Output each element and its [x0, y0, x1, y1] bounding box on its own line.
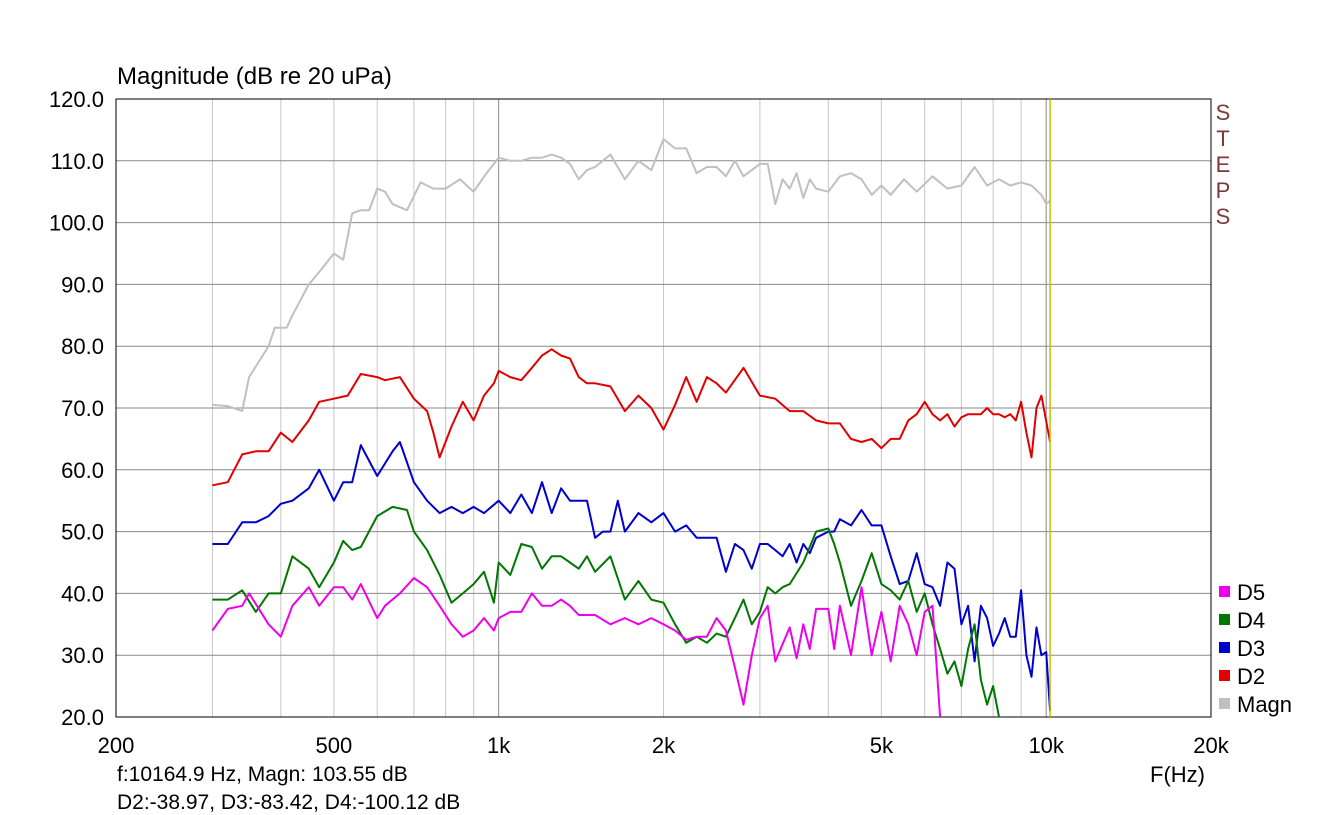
legend: D5 D4 D3 D2 Magn: [1219, 580, 1292, 717]
y-tick-label: 60.0: [61, 458, 104, 483]
cursor-readout-line1: f:10164.9 Hz, Magn: 103.55 dB: [117, 763, 408, 786]
x-tick-label: 20k: [1193, 733, 1229, 758]
x-tick-label: 10k: [1028, 733, 1064, 758]
x-tick-label: 200: [98, 733, 135, 758]
y-tick-label: 40.0: [61, 581, 104, 606]
y-tick-label: 110.0: [51, 149, 104, 174]
steps-letter: E: [1216, 152, 1231, 177]
legend-swatch-magn: [1219, 698, 1230, 709]
legend-label-d4: D4: [1237, 608, 1265, 633]
steps-letter: P: [1216, 178, 1231, 203]
series-line-d3: [212, 441, 1052, 711]
y-axis-ticks: 120.0 110.0 100.0 90.0 80.0 70.0 60.0 50.0 40.0 3…: [49, 87, 104, 730]
x-tick-label: 500: [316, 733, 353, 758]
x-axis-label: F(Hz): [1150, 762, 1205, 787]
y-tick-label: 70.0: [61, 396, 104, 421]
steps-letter: S: [1216, 100, 1231, 125]
series-line-d4: [212, 505, 1002, 717]
chart-title: Magnitude (dB re 20 uPa): [117, 63, 392, 90]
x-tick-label: 5k: [870, 733, 894, 758]
grid: [116, 99, 1211, 717]
steps-letter: S: [1216, 204, 1231, 229]
legend-swatch-d5: [1219, 586, 1230, 597]
x-tick-label: 1k: [487, 733, 511, 758]
legend-swatch-d4: [1219, 614, 1230, 625]
y-tick-label: 120.0: [49, 87, 104, 112]
y-tick-label: 90.0: [61, 272, 104, 297]
legend-label-d5: D5: [1237, 580, 1265, 605]
y-tick-label: 50.0: [61, 520, 104, 545]
y-tick-label: 100.0: [49, 211, 104, 236]
x-tick-label: 2k: [652, 733, 676, 758]
y-tick-label: 30.0: [61, 643, 104, 668]
series-line-d2: [212, 348, 1052, 487]
legend-swatch-d3: [1219, 642, 1230, 653]
cursor-readout-line2: D2:-38.97, D3:-83.42, D4:-100.12 dB: [117, 791, 460, 814]
series-line-d5: [211, 577, 942, 717]
series-group: [211, 138, 1052, 717]
steps-letter: T: [1216, 126, 1229, 151]
legend-swatch-d2: [1219, 670, 1230, 681]
legend-label-d3: D3: [1237, 636, 1265, 661]
y-tick-label: 80.0: [61, 334, 104, 359]
legend-label-d2: D2: [1237, 664, 1265, 689]
legend-label-magn: Magn: [1237, 692, 1292, 717]
y-tick-label: 20.0: [61, 705, 104, 730]
plot-area: [115, 98, 1212, 718]
x-axis-ticks: 200 500 1k 2k 5k 10k 20k: [98, 733, 1230, 758]
series-line-magn: [212, 138, 1051, 413]
